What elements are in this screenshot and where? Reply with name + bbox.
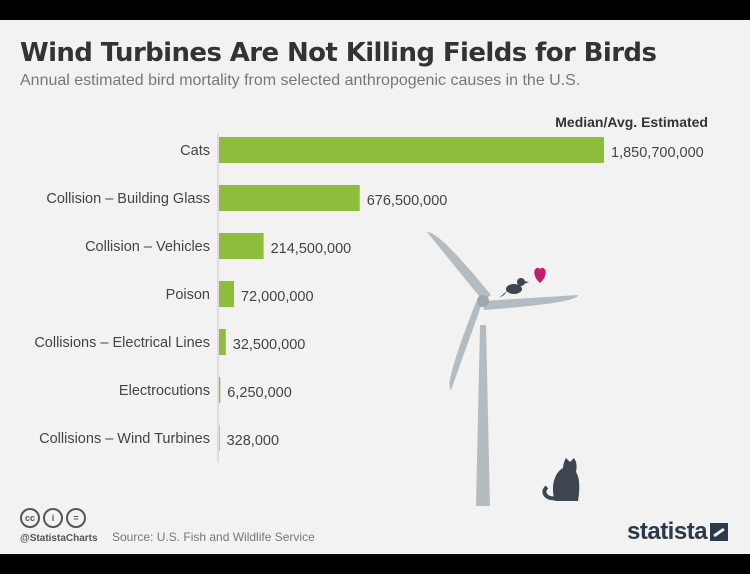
cat-icon <box>542 458 580 501</box>
wind-turbine-icon <box>427 231 578 506</box>
category-label: Collision – Building Glass <box>46 191 210 207</box>
chart-card: Wind Turbines Are Not Killing Fields for… <box>0 20 750 554</box>
chart-title: Wind Turbines Are Not Killing Fields for… <box>20 38 657 68</box>
bar <box>219 281 234 307</box>
bar <box>219 425 220 451</box>
category-label: Cats <box>180 143 210 159</box>
value-label: 72,000,000 <box>241 289 314 305</box>
bar <box>219 377 221 403</box>
attribution-icon: i <box>43 508 63 528</box>
category-label: Collision – Vehicles <box>85 239 210 255</box>
bar <box>219 137 604 163</box>
license-icons: cc i = <box>20 508 89 528</box>
value-column-header: Median/Avg. Estimated <box>555 114 708 130</box>
category-label: Electrocutions <box>119 383 210 399</box>
category-label: Collisions – Electrical Lines <box>34 335 210 351</box>
twitter-handle: @StatistaCharts <box>20 533 98 544</box>
value-label: 214,500,000 <box>271 241 352 257</box>
illustration <box>427 231 580 506</box>
brand-name: statista <box>627 518 708 545</box>
cc-license-icon: cc <box>20 508 40 528</box>
bar <box>219 329 226 355</box>
category-label: Poison <box>166 287 210 303</box>
heart-icon <box>534 267 546 283</box>
bar <box>219 233 264 259</box>
chart-subtitle: Annual estimated bird mortality from sel… <box>20 72 581 89</box>
bar <box>219 185 360 211</box>
category-label: Collisions – Wind Turbines <box>39 431 210 447</box>
value-label: 1,850,700,000 <box>611 145 704 161</box>
statista-logo-mark-icon <box>710 523 729 541</box>
statista-logo: statista <box>627 518 729 546</box>
bar-chart: Median/Avg. Estimated Cats 1,850,700,000 Co… <box>34 114 708 506</box>
bird-icon <box>499 278 529 298</box>
value-label: 328,000 <box>227 433 279 449</box>
source-note: Source: U.S. Fish and Wildlife Service <box>112 530 315 544</box>
no-derivatives-icon: = <box>66 508 86 528</box>
value-label: 676,500,000 <box>367 193 448 209</box>
value-label: 32,500,000 <box>233 337 306 353</box>
value-label: 6,250,000 <box>227 385 292 401</box>
